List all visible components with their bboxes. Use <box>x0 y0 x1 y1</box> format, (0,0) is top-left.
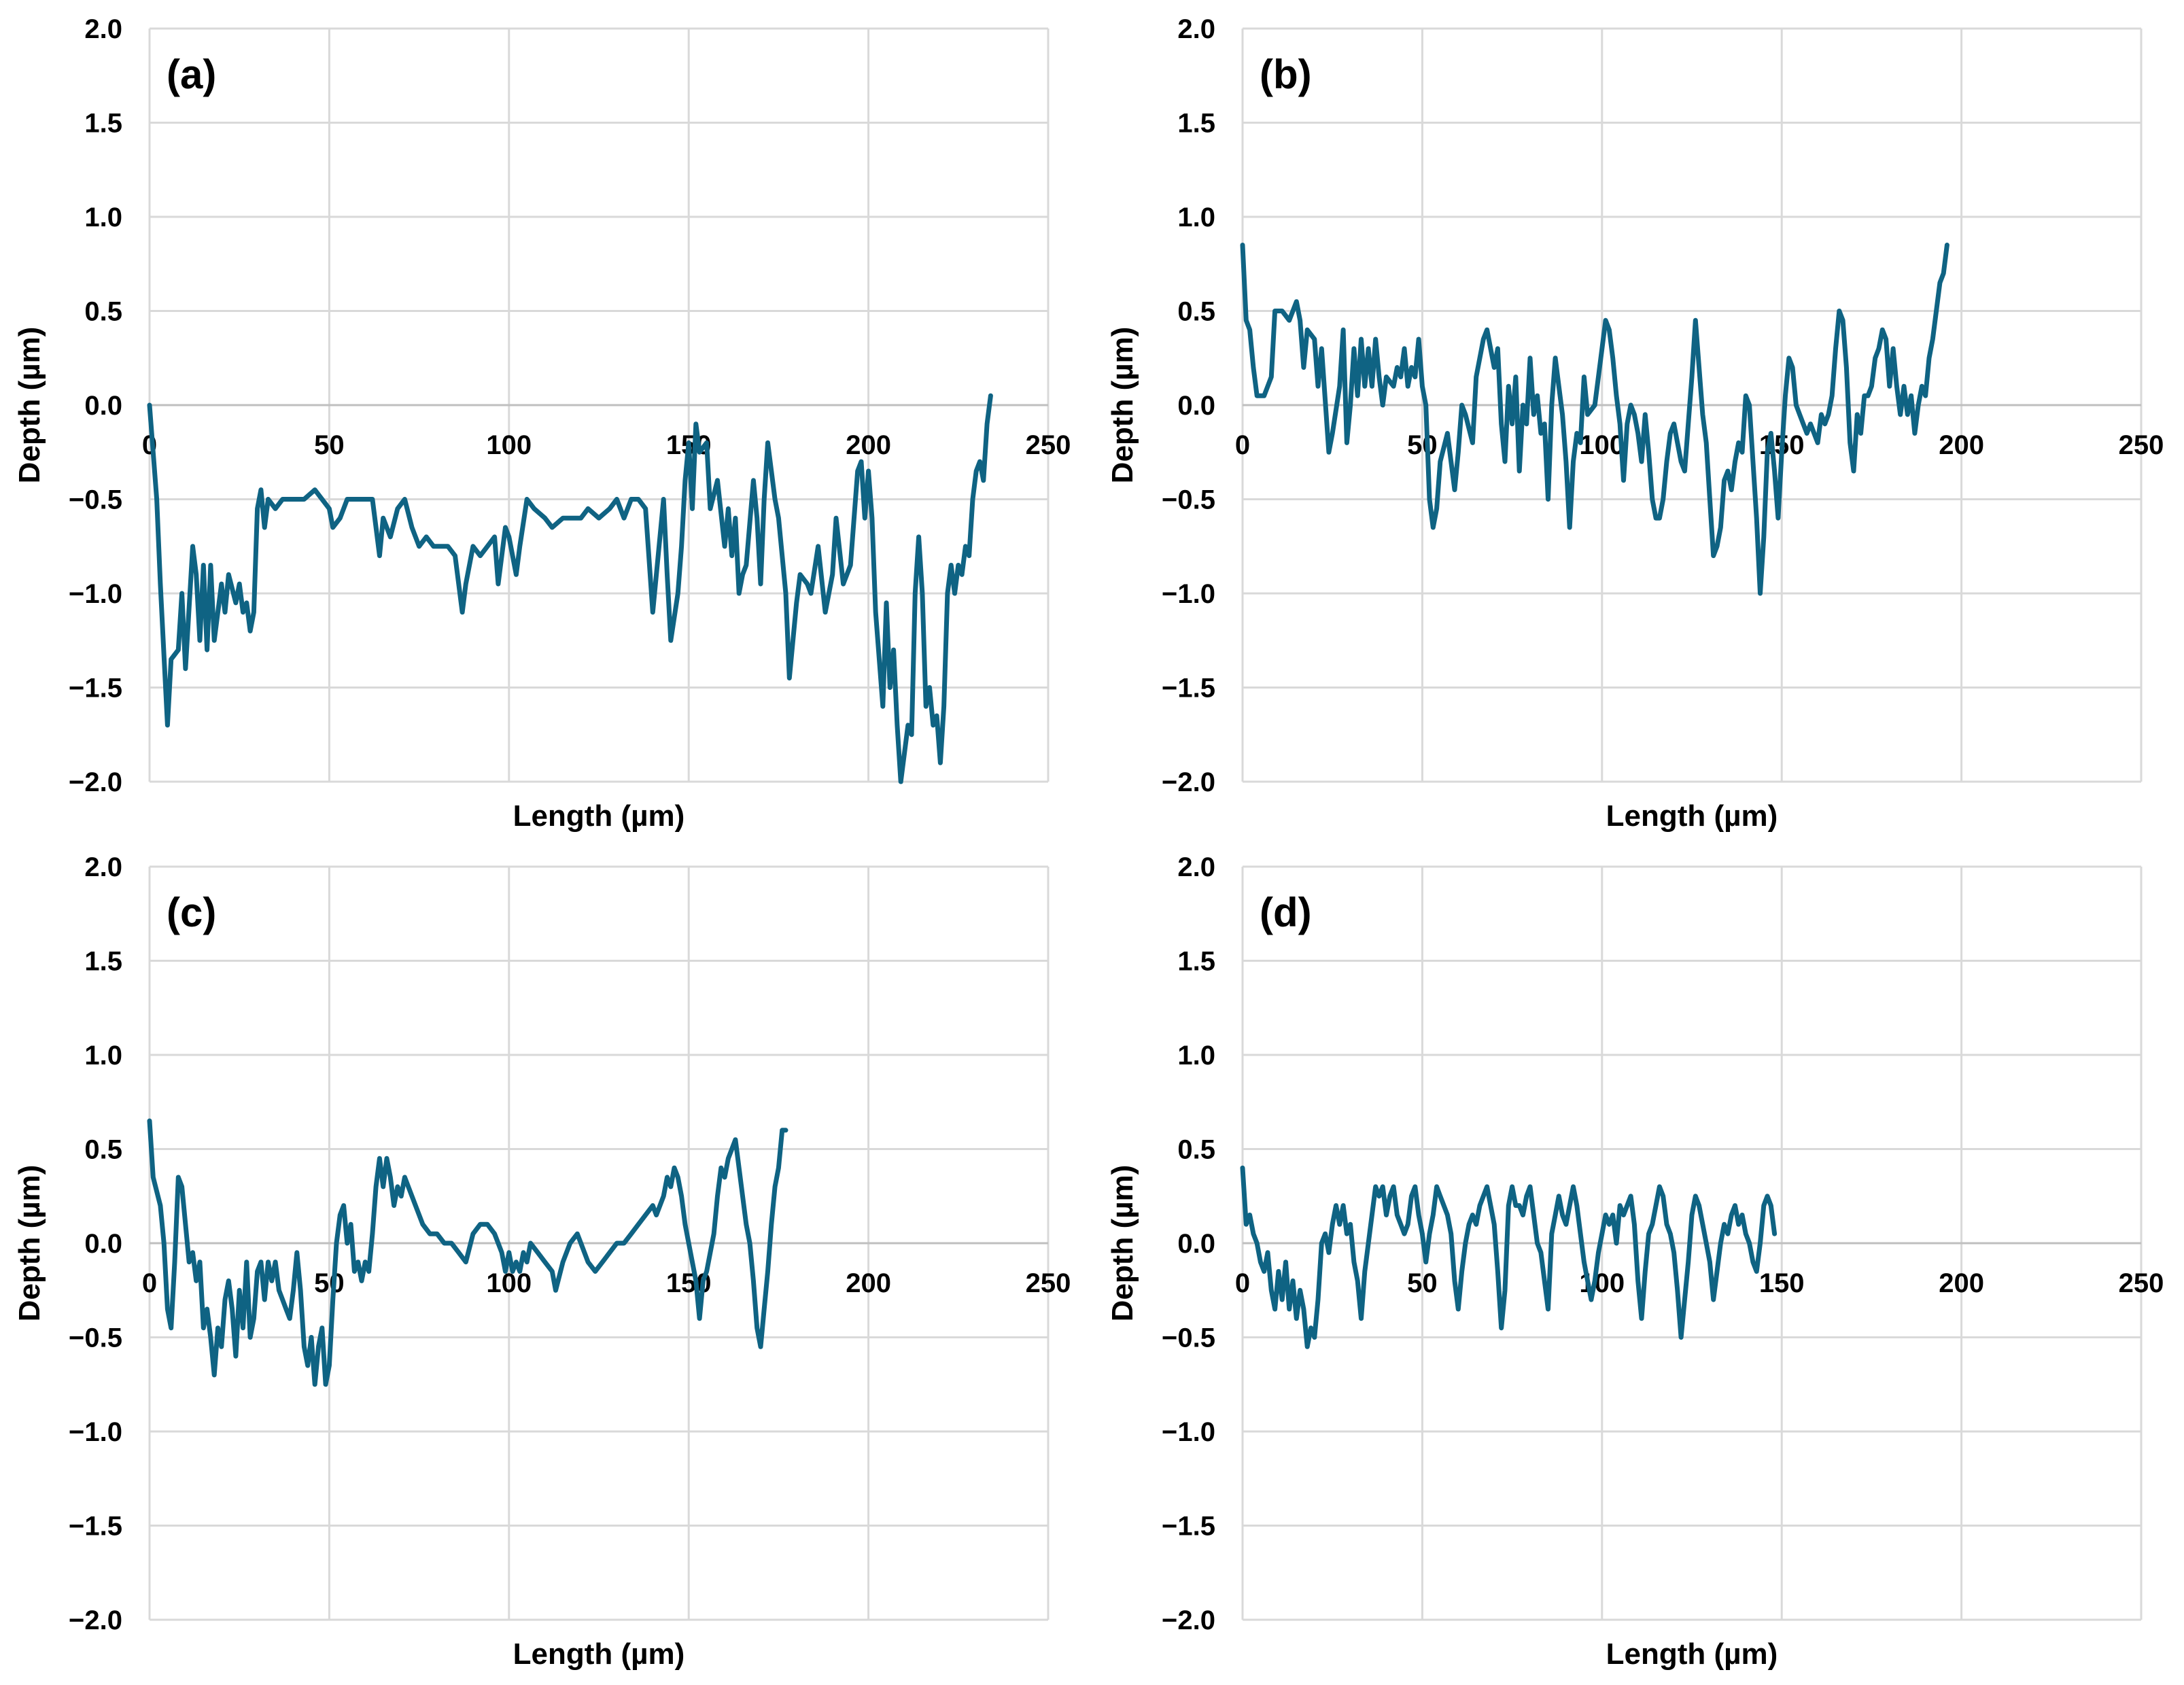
y-tick-label: −0.5 <box>1162 1323 1215 1353</box>
panel-label: (a) <box>167 52 216 97</box>
x-tick-label: 200 <box>1939 430 1984 460</box>
x-axis-title: Length (µm) <box>1606 799 1778 833</box>
x-axis-title: Length (µm) <box>1606 1637 1778 1671</box>
y-tick-label: −1.5 <box>69 1512 122 1542</box>
x-tick-label: 100 <box>486 1268 532 1298</box>
x-tick-label: 200 <box>846 1268 891 1298</box>
y-tick-label: −1.0 <box>1162 579 1215 609</box>
y-tick-label: 1.0 <box>1177 203 1215 232</box>
x-tick-label: 200 <box>1939 1268 1984 1298</box>
x-tick-label: 100 <box>1579 430 1625 460</box>
x-tick-label: 50 <box>314 430 345 460</box>
y-tick-label: 0.0 <box>84 391 122 421</box>
y-tick-label: −2.0 <box>69 1605 122 1635</box>
y-tick-label: −1.0 <box>1162 1417 1215 1447</box>
chart-panel-c: 2.01.51.00.50.0−0.5−1.0−1.5−2.00 50 100 150… <box>13 852 1071 1671</box>
x-tick-label: 250 <box>2119 430 2164 460</box>
y-tick-label: 1.5 <box>1177 109 1215 139</box>
y-tick-label: 0.0 <box>84 1229 122 1259</box>
y-tick-label: 1.5 <box>84 109 122 139</box>
y-tick-label: −1.5 <box>1162 1512 1215 1542</box>
series-line-c <box>147 1118 788 1387</box>
y-tick-label: 2.0 <box>1177 14 1215 44</box>
series-line-b <box>1240 243 1949 596</box>
panel-label: (c) <box>167 890 216 935</box>
x-tick-label: 250 <box>1026 430 1071 460</box>
x-tick-label: 250 <box>2119 1268 2164 1298</box>
chart-panel-b: 2.01.51.00.50.0−0.5−1.0−1.5−2.00 50 100 150… <box>1106 14 2164 833</box>
x-tick-label: 0 <box>1235 430 1250 460</box>
y-tick-label: 0.0 <box>1177 391 1215 421</box>
x-tick-label: 50 <box>314 1268 345 1298</box>
y-tick-label: −2.0 <box>1162 767 1215 797</box>
y-tick-label: 0.5 <box>84 1135 122 1165</box>
x-tick-label: 0 <box>1235 1268 1250 1298</box>
y-tick-label: −2.0 <box>69 767 122 797</box>
y-tick-label: −1.5 <box>69 674 122 703</box>
y-tick-label: −1.0 <box>69 579 122 609</box>
y-tick-label: 2.0 <box>1177 852 1215 882</box>
y-tick-label: 1.5 <box>1177 947 1215 977</box>
y-tick-label: −1.0 <box>69 1417 122 1447</box>
y-tick-label: −0.5 <box>69 1323 122 1353</box>
y-tick-label: −1.5 <box>1162 674 1215 703</box>
y-tick-label: 0.5 <box>84 297 122 327</box>
y-tick-label: 0.0 <box>1177 1229 1215 1259</box>
y-tick-label: 0.5 <box>1177 297 1215 327</box>
x-tick-label: 50 <box>1407 1268 1438 1298</box>
y-axis-title: Depth (µm) <box>1106 1165 1139 1322</box>
y-axis-title: Depth (µm) <box>13 327 46 484</box>
panel-label: (d) <box>1260 890 1312 935</box>
x-tick-label: 250 <box>1026 1268 1071 1298</box>
y-tick-label: 1.5 <box>84 947 122 977</box>
x-tick-label: 200 <box>846 430 891 460</box>
x-tick-label: 0 <box>142 1268 157 1298</box>
y-tick-label: 1.0 <box>84 203 122 232</box>
y-axis-title: Depth (µm) <box>13 1165 46 1322</box>
chart-panel-a: 2.01.51.00.50.0−0.5−1.0−1.5−2.00 50 100 150… <box>13 14 1071 833</box>
x-axis-title: Length (µm) <box>513 799 685 833</box>
y-tick-label: −0.5 <box>69 485 122 515</box>
y-tick-label: 2.0 <box>84 14 122 44</box>
y-tick-label: 1.0 <box>1177 1041 1215 1071</box>
series-line-a <box>147 393 993 784</box>
x-tick-label: 150 <box>1759 1268 1805 1298</box>
series-line-d <box>1240 1165 1778 1349</box>
y-tick-label: −0.5 <box>1162 485 1215 515</box>
y-tick-label: −2.0 <box>1162 1605 1215 1635</box>
y-tick-label: 2.0 <box>84 852 122 882</box>
y-tick-label: 0.5 <box>1177 1135 1215 1165</box>
panel-label: (b) <box>1260 52 1312 97</box>
chart-panel-d: 2.01.51.00.50.0−0.5−1.0−1.5−2.00 50 100 150… <box>1106 852 2164 1671</box>
x-axis-title: Length (µm) <box>513 1637 685 1671</box>
x-tick-label: 50 <box>1407 430 1438 460</box>
x-tick-label: 100 <box>486 430 532 460</box>
y-tick-label: 1.0 <box>84 1041 122 1071</box>
y-axis-title: Depth (µm) <box>1106 327 1139 484</box>
